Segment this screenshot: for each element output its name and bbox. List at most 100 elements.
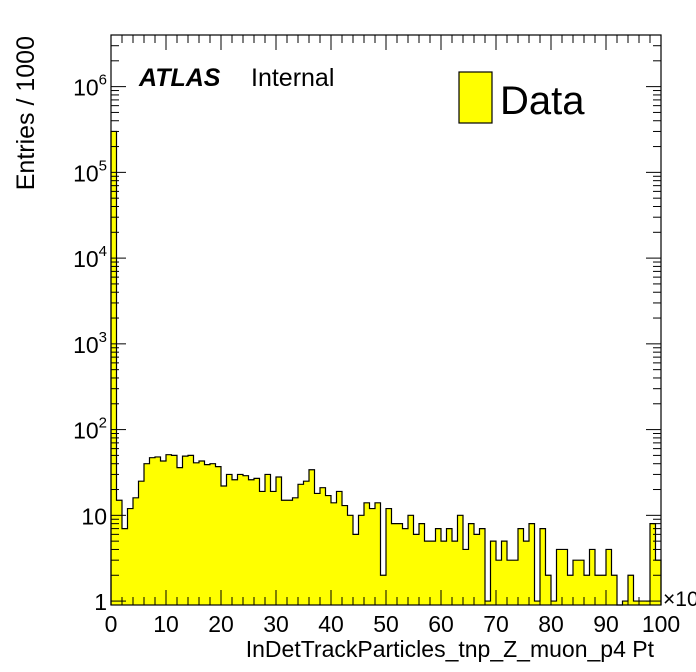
histogram-bin [512, 560, 518, 605]
legend-swatch [458, 71, 493, 124]
y-tick-label: 106 [73, 72, 107, 101]
histogram-bin [166, 454, 172, 605]
histogram-bin [457, 515, 463, 605]
histogram-bin [628, 575, 634, 605]
x-tick-label: 0 [105, 611, 118, 637]
histogram-bin [303, 481, 309, 605]
x-tick-label: 90 [593, 611, 619, 637]
histogram-bin [237, 474, 243, 605]
histogram-bin [177, 467, 183, 605]
histogram-bin [584, 575, 590, 605]
histogram-bin [270, 491, 276, 605]
y-tick-label: 10 [81, 503, 107, 529]
x-tick-label: 40 [318, 611, 344, 637]
histogram-bin [534, 601, 540, 605]
histogram-bin [380, 575, 386, 605]
x-tick-label: 20 [208, 611, 234, 637]
histogram-bin [600, 575, 606, 605]
histogram-bin [386, 508, 392, 605]
histogram-bin [144, 463, 150, 605]
legend-label: Data [500, 79, 585, 123]
histogram-bin [650, 523, 656, 605]
histogram-bin [446, 528, 452, 605]
histogram-bin [551, 601, 557, 605]
y-axis-title: Entries / 1000 [12, 36, 40, 190]
histogram-bin [188, 455, 194, 605]
histogram-bin [430, 541, 436, 605]
histogram-bin [452, 541, 458, 605]
histogram-bin [529, 523, 535, 605]
histogram-bin [276, 476, 282, 605]
histogram-bin [232, 479, 238, 605]
histogram-bin [474, 534, 480, 605]
histogram-bin [578, 560, 584, 605]
histogram-bin [611, 575, 617, 605]
histogram-bin [265, 474, 271, 605]
histogram-bin [331, 502, 337, 605]
histogram-bin [540, 528, 546, 605]
histogram-bin [391, 523, 397, 605]
histogram-bin [210, 463, 216, 605]
histogram-bin [287, 500, 293, 605]
histogram-bin [419, 523, 425, 605]
x-tick-labels: 0 10 20 30 40 50 60 70 80 90 100 [105, 611, 681, 637]
histogram-bin [347, 515, 353, 605]
histogram-bin [320, 487, 326, 605]
x-tick-label: 30 [263, 611, 289, 637]
histogram-bin [595, 575, 601, 605]
histogram-bin [160, 461, 166, 605]
histogram-bin [556, 549, 562, 605]
status-label: Internal [251, 64, 334, 92]
x-axis-title: InDetTrackParticles_tnp_Z_muon_p4 Pt [246, 636, 655, 662]
histogram-bin [479, 528, 485, 605]
histogram-bin [116, 500, 122, 605]
x-tick-label: 60 [428, 611, 454, 637]
histogram-bin [633, 601, 639, 605]
histogram-bin [408, 515, 414, 605]
histogram-bin [309, 469, 315, 605]
x-multiplier-label: ×10 [663, 588, 696, 611]
y-tick-label: 105 [73, 157, 107, 186]
histogram-bin [655, 560, 661, 605]
atlas-label: ATLAS [138, 64, 221, 92]
histogram-bin [441, 541, 447, 605]
histogram-bin [424, 541, 430, 605]
histogram-bin [314, 493, 320, 605]
histogram-bin [545, 575, 551, 605]
x-tick-label: 50 [373, 611, 399, 637]
histogram-bin [523, 541, 529, 605]
histogram-bin [149, 457, 155, 605]
histogram-bin [243, 475, 249, 605]
histogram-bin [644, 601, 650, 605]
histogram-bin [622, 601, 628, 605]
histogram-bin [342, 505, 348, 605]
y-tick-labels: 1 10 102 103 104 105 106 [73, 72, 107, 615]
y-tick-label: 1 [94, 589, 107, 615]
histogram-bin [518, 528, 524, 605]
histogram-bin [111, 131, 117, 606]
histogram-bin [463, 549, 469, 605]
histogram-bin [606, 549, 612, 605]
histogram-bin [281, 500, 287, 605]
histogram-bin [358, 515, 364, 605]
histogram-bin [199, 461, 205, 605]
histogram-bin [369, 508, 375, 605]
histogram-bin [397, 523, 403, 605]
x-tick-label: 100 [642, 611, 680, 637]
histogram-bin [639, 601, 645, 605]
histogram-bin [226, 474, 232, 605]
histogram-bin [292, 497, 298, 605]
histogram-bin [248, 479, 254, 605]
histogram-bin [567, 575, 573, 605]
histogram-bin [375, 502, 381, 605]
histogram-bin [336, 491, 342, 605]
histogram-bin [127, 508, 133, 605]
histogram-bin [573, 560, 579, 605]
y-tick-label: 102 [73, 415, 107, 444]
histogram-bin [204, 464, 210, 605]
histogram-bars [110, 130, 662, 606]
histogram-bin [413, 534, 419, 605]
axis-ticks [110, 34, 662, 605]
histogram-bin [254, 478, 260, 605]
